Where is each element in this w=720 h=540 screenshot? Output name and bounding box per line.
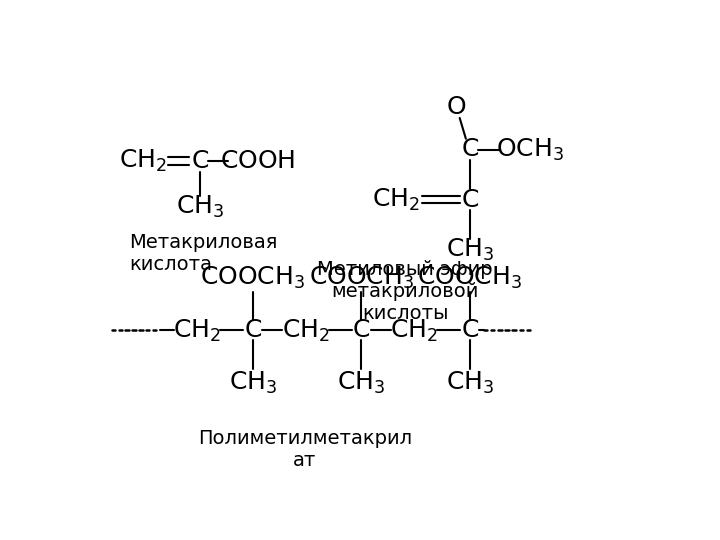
Text: $\mathrm{OCH_3}$: $\mathrm{OCH_3}$ [496,137,564,163]
Text: $\mathrm{CH_2}$: $\mathrm{CH_2}$ [173,318,221,343]
Text: $\mathrm{COOCH_3}$: $\mathrm{COOCH_3}$ [309,265,414,291]
Text: Метакриловая
кислота: Метакриловая кислота [129,233,277,274]
Text: $\mathrm{CH_2}$: $\mathrm{CH_2}$ [372,186,420,213]
Text: $\mathrm{CH_3}$: $\mathrm{CH_3}$ [229,370,277,396]
Text: $\mathrm{C}$: $\mathrm{C}$ [461,319,479,342]
Text: $\mathrm{COOCH_3}$: $\mathrm{COOCH_3}$ [417,265,522,291]
Text: $\mathrm{C}$: $\mathrm{C}$ [461,187,479,212]
Text: Метиловый эфир
метакриловой
кислоты: Метиловый эфир метакриловой кислоты [318,260,493,323]
Text: $\mathrm{COOCH_3}$: $\mathrm{COOCH_3}$ [200,265,305,291]
Text: $\mathrm{C}$: $\mathrm{C}$ [191,149,209,173]
Text: Полиметилметакрил
ат: Полиметилметакрил ат [198,429,412,470]
Text: $\mathrm{CH_2}$: $\mathrm{CH_2}$ [282,318,329,343]
Text: $\mathrm{CH_2}$: $\mathrm{CH_2}$ [119,148,166,174]
Text: $\mathrm{C}$: $\mathrm{C}$ [243,319,262,342]
Text: $\mathrm{COOH}$: $\mathrm{COOH}$ [220,149,295,173]
Text: $\mathrm{O}$: $\mathrm{O}$ [446,95,466,119]
Text: $\mathrm{C}$: $\mathrm{C}$ [352,319,370,342]
Text: $\mathrm{CH_3}$: $\mathrm{CH_3}$ [176,194,224,220]
Text: $\mathrm{C}$: $\mathrm{C}$ [461,138,479,161]
Text: $\mathrm{CH_3}$: $\mathrm{CH_3}$ [337,370,385,396]
Text: $\mathrm{CH_3}$: $\mathrm{CH_3}$ [446,237,494,262]
Text: $\mathrm{CH_2}$: $\mathrm{CH_2}$ [390,318,438,343]
Text: $\mathrm{CH_3}$: $\mathrm{CH_3}$ [446,370,494,396]
